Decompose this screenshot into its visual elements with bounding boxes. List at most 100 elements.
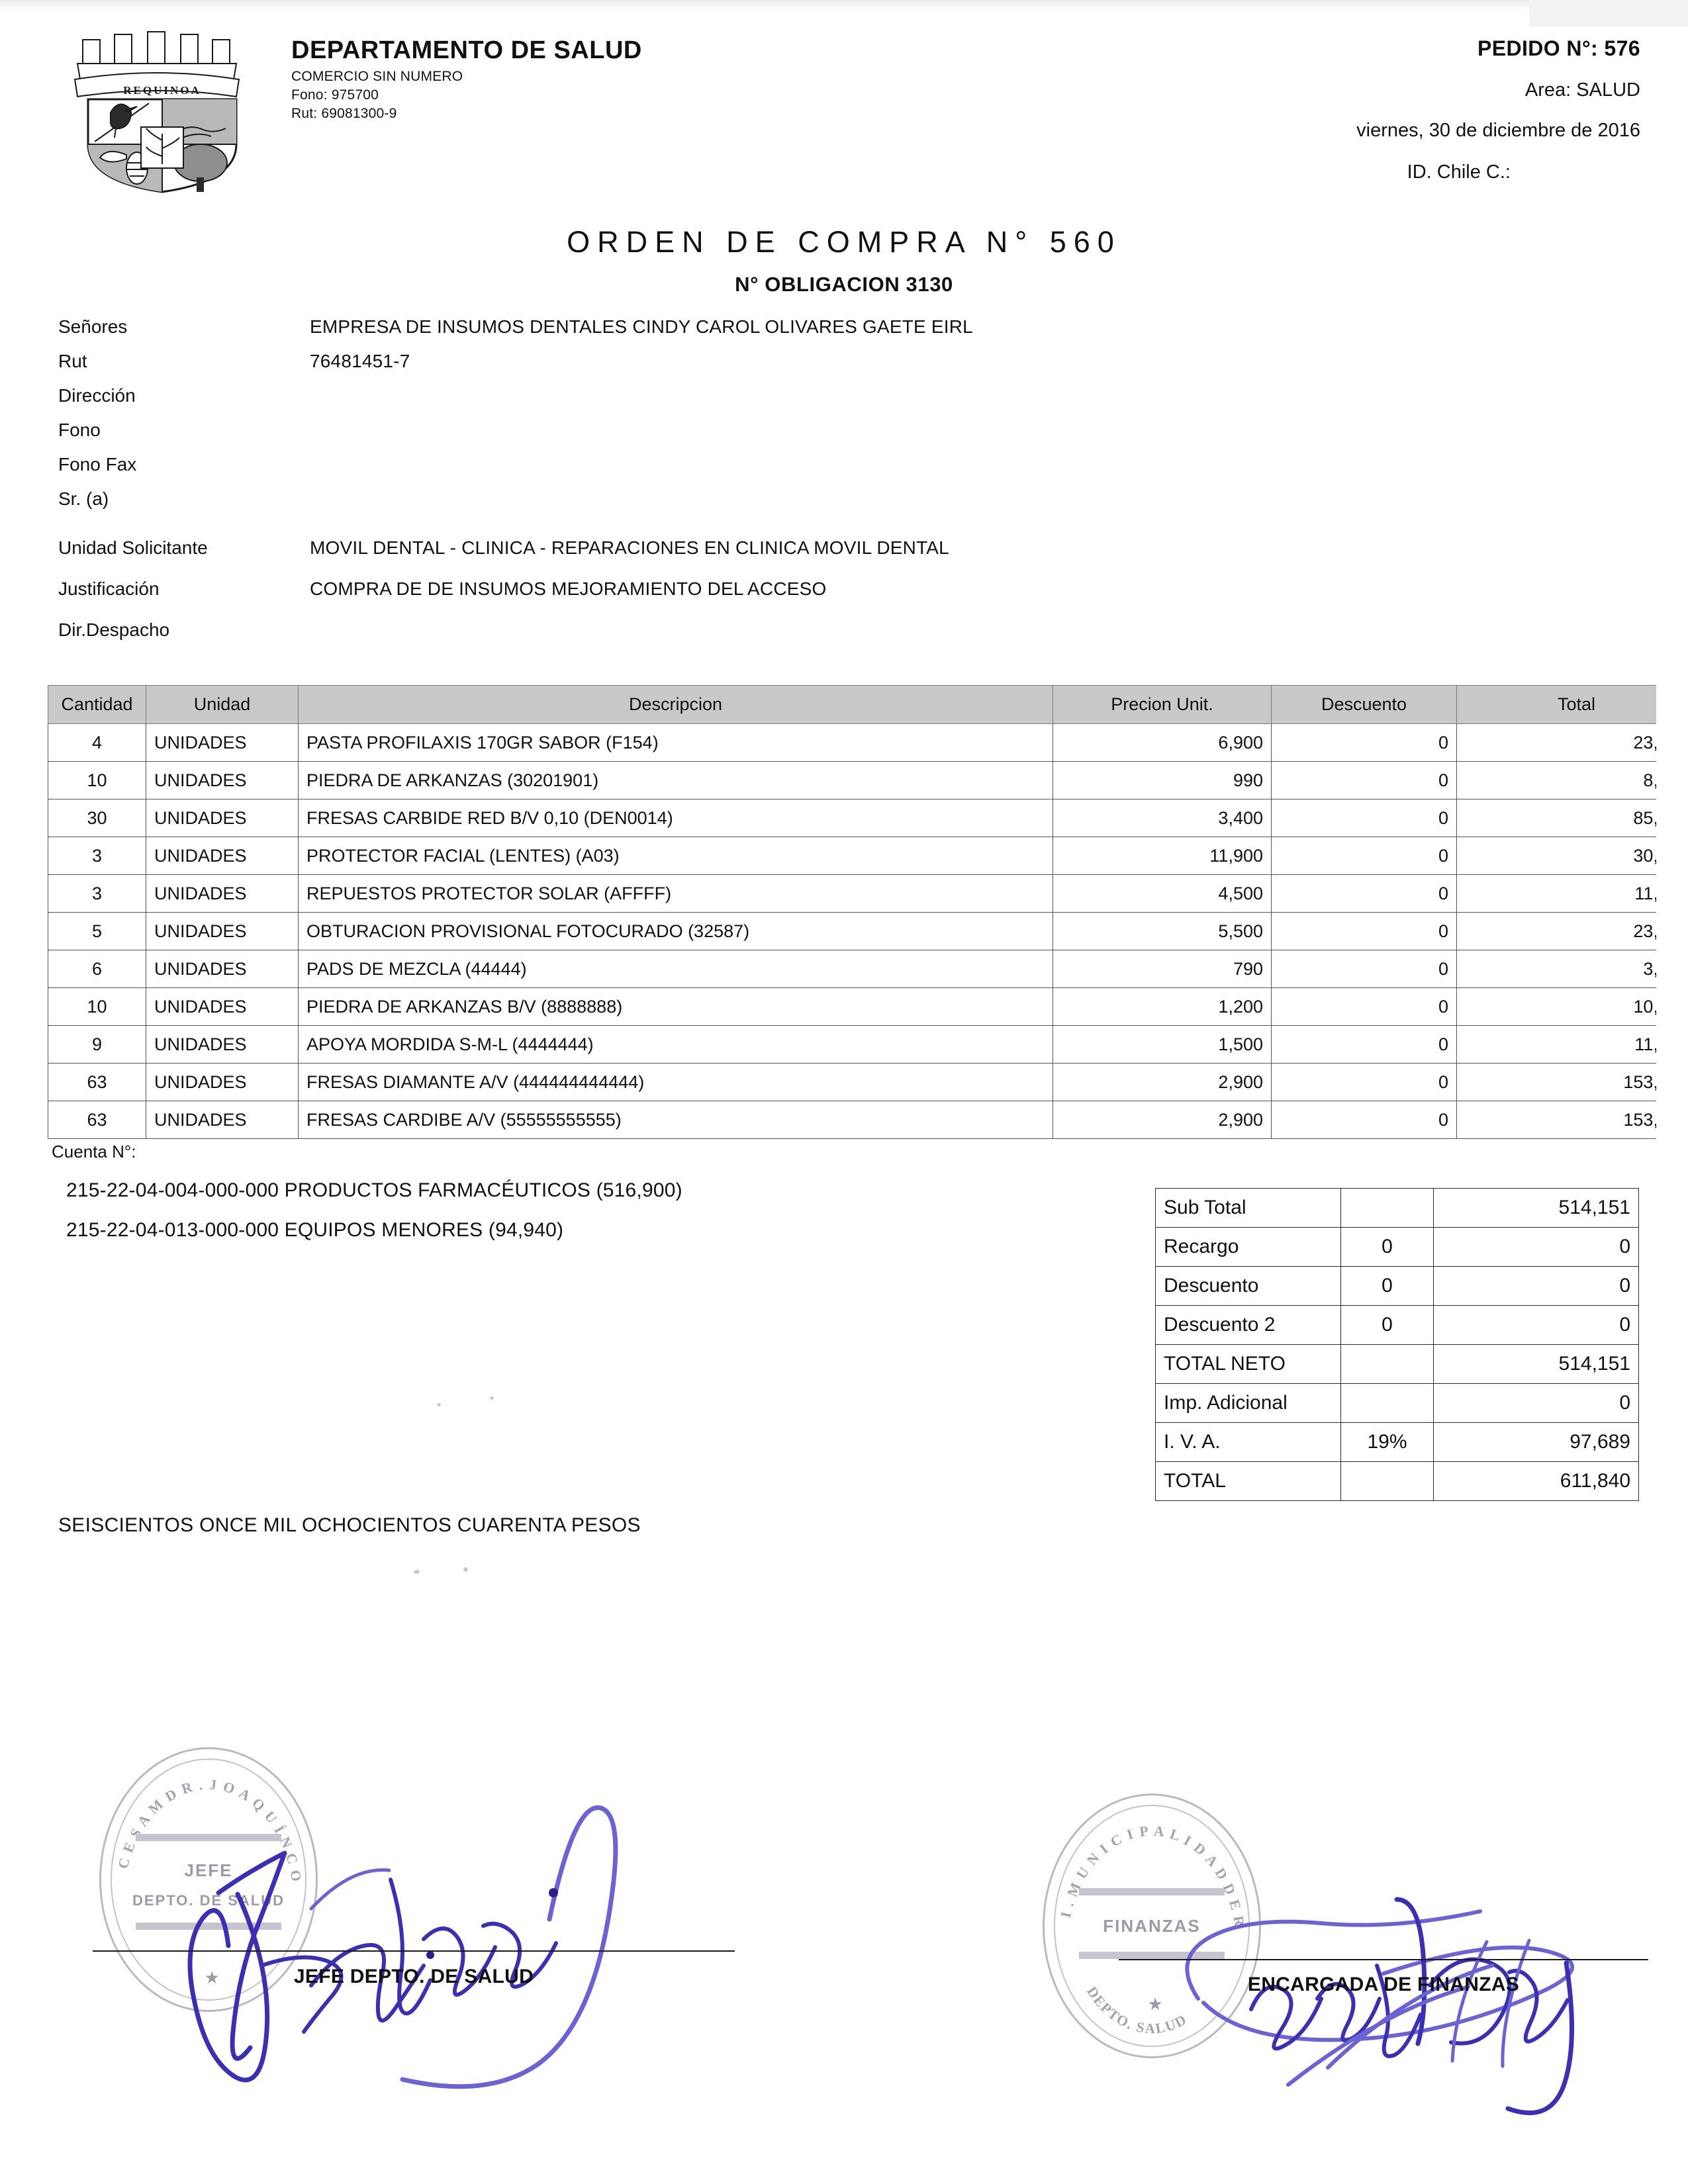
cell-descripcion: FRESAS CARDIBE A/V (55555555555) (298, 1101, 1053, 1139)
cell-precio: 1,500 (1053, 1025, 1272, 1064)
form-row: Dir.Despacho (0, 619, 1688, 660)
organization-address: COMERCIO SIN NUMERO (291, 69, 463, 84)
cell-unidad: UNIDADES (146, 761, 299, 799)
cell-total: 153,529 (1456, 1063, 1656, 1101)
cell-total: 11,345 (1456, 1025, 1656, 1064)
handwritten-signature-icon (1185, 1897, 1574, 2115)
amount-in-words: SEISCIENTOS ONCE MIL OCHOCIENTOS CUARENT… (58, 1514, 641, 1536)
form-row: Rut 76481451-7 (0, 351, 1688, 385)
totals-value-descuento: 0 (1433, 1266, 1639, 1306)
column-header-unidad: Unidad (146, 685, 299, 724)
totals-row: Descuento 2 0 0 (1155, 1305, 1639, 1345)
cell-descuento: 0 (1271, 874, 1457, 913)
page-title: ORDEN DE COMPRA N° 560 (567, 225, 1121, 259)
cell-precio: 790 (1053, 950, 1272, 988)
organization-info: DEPARTAMENTO DE SALUD COMERCIO SIN NUMER… (291, 36, 642, 122)
id-chile-compra: ID. Chile C.: (1407, 161, 1511, 183)
form-row: Fono (0, 420, 1688, 454)
totals-label-total-neto: TOTAL NETO (1155, 1344, 1341, 1384)
stamp-line-2-left: DEPTO. DE SALUD (132, 1892, 285, 1909)
form-label-direccion: Dirección (58, 385, 136, 406)
totals-value-imp-adicional: 0 (1433, 1383, 1639, 1423)
cell-total: 8,319 (1456, 761, 1656, 799)
cell-descuento: 0 (1271, 987, 1457, 1026)
cell-descuento: 0 (1271, 799, 1457, 837)
cell-precio: 11,900 (1053, 837, 1272, 875)
totals-row: Sub Total 514,151 (1155, 1188, 1639, 1228)
totals-rate-descuento-2: 0 (1340, 1305, 1434, 1345)
handwritten-signature-icon (187, 1805, 618, 2089)
totals-value-total: 611,840 (1433, 1461, 1639, 1501)
cell-unidad: UNIDADES (146, 950, 299, 988)
cell-descuento: 0 (1271, 950, 1457, 988)
totals-rate-total-neto (1340, 1344, 1434, 1384)
stamp-arc-text: C E S A M D R . J O A Q U Í N C O N T R … (101, 1749, 304, 1888)
table-row: 10 UNIDADES PIEDRA DE ARKANZAS B/V (8888… (48, 987, 1656, 1026)
items-table-clip: Cantidad Unidad Descripcion Precion Unit… (48, 685, 1656, 1139)
cell-precio: 3,400 (1053, 799, 1272, 837)
cell-precio: 2,900 (1053, 1063, 1272, 1101)
form-label-justificacion: Justificación (58, 578, 160, 599)
form-row: Fono Fax (0, 454, 1688, 488)
scan-corner-artifact (1529, 0, 1688, 26)
cell-unidad: UNIDADES (146, 837, 299, 875)
cuenta-line-1: 215-22-04-004-000-000 PRODUCTOS FARMACÉU… (66, 1179, 682, 1201)
area-field: Area: SALUD (1524, 79, 1640, 101)
cell-cantidad: 6 (48, 950, 146, 988)
cell-total: 85,714 (1456, 799, 1656, 837)
cell-descripcion: PASTA PROFILAXIS 170GR SABOR (F154) (298, 723, 1053, 762)
table-header-row: Cantidad Unidad Descripcion Precion Unit… (48, 685, 1656, 724)
municipal-coat-of-arms-icon: REQUINOA (73, 31, 240, 193)
form-row: Justificación COMPRA DE DE INSUMOS MEJOR… (0, 578, 1688, 619)
cell-descuento: 0 (1271, 912, 1457, 950)
cell-cantidad: 10 (48, 761, 146, 799)
totals-row: TOTAL 611,840 (1155, 1461, 1639, 1501)
document-header: REQUINOA (0, 0, 1688, 218)
cell-total: 30,000 (1456, 837, 1656, 875)
totals-row: Recargo 0 0 (1155, 1227, 1639, 1267)
totals-rate-imp-adicional (1340, 1383, 1434, 1423)
items-table: Cantidad Unidad Descripcion Precion Unit… (48, 685, 1656, 1139)
organization-phone: Fono: 975700 (291, 87, 379, 103)
scan-speckle (414, 1570, 420, 1574)
form-label-fono-fax: Fono Fax (58, 454, 137, 475)
table-row: 9 UNIDADES APOYA MORDIDA S-M-L (4444444)… (48, 1025, 1656, 1064)
form-label-senores: Señores (58, 316, 128, 337)
oval-rubber-stamp-icon: I . M U N I C I P A L I D A D D E R E Q … (1043, 1794, 1261, 2058)
cell-cantidad: 3 (48, 874, 146, 913)
form-value-unidad-solicitante: MOVIL DENTAL - CLINICA - REPARACIONES EN… (310, 537, 949, 558)
cell-unidad: UNIDADES (146, 1063, 299, 1101)
stamp-arc-text: I . M U N I C I P A L I D A D D E R E Q … (1045, 1796, 1247, 2036)
totals-rate-descuento: 0 (1340, 1266, 1434, 1306)
totals-row: Descuento 0 0 (1155, 1266, 1639, 1306)
table-row: 63 UNIDADES FRESAS DIAMANTE A/V (4444444… (48, 1063, 1656, 1101)
cell-unidad: UNIDADES (146, 799, 299, 837)
cell-unidad: UNIDADES (146, 723, 299, 762)
table-row: 6 UNIDADES PADS DE MEZCLA (44444) 790 0 … (48, 950, 1656, 988)
cell-precio: 5,500 (1053, 912, 1272, 950)
cell-cantidad: 4 (48, 723, 146, 762)
cell-descripcion: PIEDRA DE ARKANZAS (30201901) (298, 761, 1053, 799)
form-value-rut: 76481451-7 (310, 351, 410, 371)
table-row: 3 UNIDADES PROTECTOR FACIAL (LENTES) (A0… (48, 837, 1656, 875)
column-header-descripcion: Descripcion (298, 685, 1053, 724)
form-label-dir-despacho: Dir.Despacho (58, 619, 170, 640)
signature-label-right: ENCARGADA DE FINANZAS (1247, 1974, 1520, 1995)
cuenta-title: Cuenta N°: (52, 1142, 136, 1161)
totals-table: Sub Total 514,151 Recargo 0 0 Descuento … (1155, 1188, 1639, 1501)
svg-text:REQUINOA: REQUINOA (123, 84, 201, 97)
cell-cantidad: 10 (48, 987, 146, 1026)
form-label-sr: Sr. (a) (58, 488, 109, 509)
totals-label-descuento-2: Descuento 2 (1155, 1305, 1341, 1345)
form-value-senores: EMPRESA DE INSUMOS DENTALES CINDY CAROL … (310, 316, 973, 337)
cell-unidad: UNIDADES (146, 1101, 299, 1139)
scan-speckle (463, 1567, 468, 1572)
cell-descripcion: PROTECTOR FACIAL (LENTES) (A03) (298, 837, 1053, 875)
cell-unidad: UNIDADES (146, 987, 299, 1026)
cell-descripcion: FRESAS CARBIDE RED B/V 0,10 (DEN0014) (298, 799, 1053, 837)
column-header-precio-unitario: Precion Unit. (1053, 685, 1272, 724)
totals-row: TOTAL NETO 514,151 (1155, 1344, 1639, 1384)
cell-total: 153,529 (1456, 1101, 1656, 1139)
totals-label-recargo: Recargo (1155, 1227, 1341, 1267)
cell-cantidad: 9 (48, 1025, 146, 1064)
